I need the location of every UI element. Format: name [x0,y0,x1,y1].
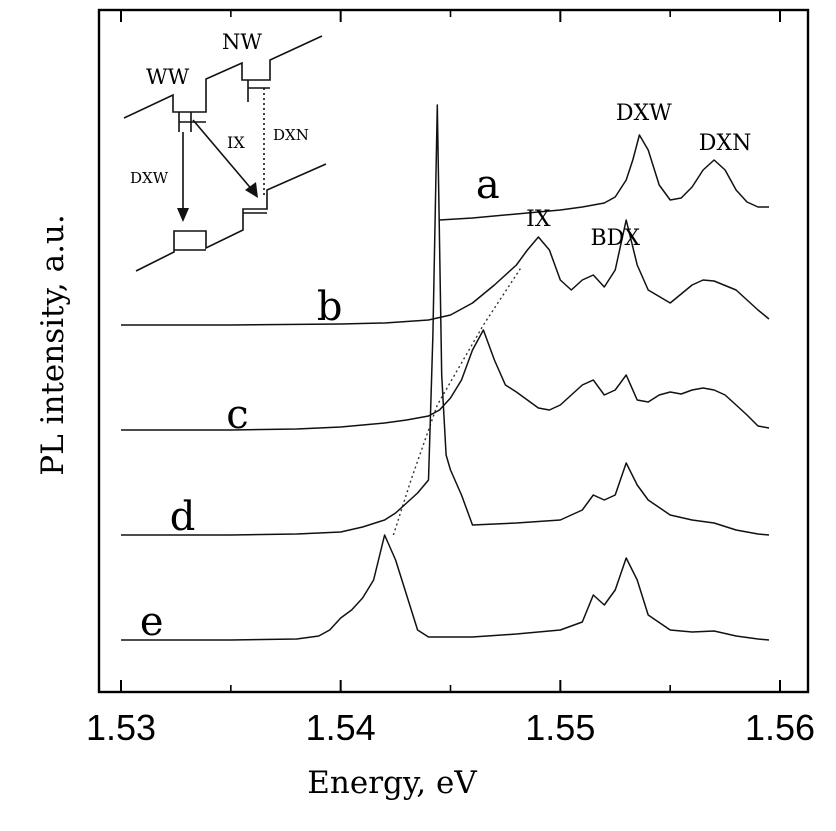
series-line-c [121,329,770,431]
ix-arrowhead [245,182,258,198]
series-line-d [121,104,770,536]
peak-label-dxn: DXN [699,131,752,156]
label-group: a b c d e DXW DXN IX BDX [140,101,751,645]
curve-label-a: a [476,162,500,208]
inset-label-dxw: DXW [130,169,169,187]
x-tick-label: 1.54 [306,707,376,748]
peak-label-ix: IX [526,207,551,232]
inset-label-ix: IX [227,133,245,152]
plot-frame: 1.53 1.54 1.55 1.56 [86,8,815,748]
series-line-e [121,534,770,641]
curve-label-c: c [226,392,248,438]
peak-label-dxw: DXW [616,101,672,126]
inset-label-ww: WW [146,65,190,89]
peak-label-bdx: BDX [591,226,641,251]
y-axis-label: PL intensity, a.u. [35,214,71,476]
inset-upper-band [123,35,323,119]
inset-lower-band [135,163,327,272]
curve-label-e: e [140,599,164,645]
series-line-b [121,219,770,326]
x-tick-label: 1.53 [86,707,156,748]
series-group [121,104,770,641]
curve-label-d: d [170,494,196,540]
ix-arrow [192,119,255,193]
x-tick-label: 1.55 [525,707,595,748]
trend-line-group [392,267,522,536]
inset-label-nw: NW [222,30,262,54]
inset-nw-levels [243,80,270,214]
inset-band-diagram: WW NW IX DXW DXN [123,30,327,272]
ix-trend-dotted-line [392,267,522,536]
x-axis-label: Energy, eV [307,765,477,801]
plot-area-border [97,8,810,694]
inset-ww-levels [174,112,206,251]
x-tick-label: 1.56 [745,707,815,748]
series-line-a [439,134,769,221]
dxw-arrowhead [177,208,189,222]
curve-label-b: b [317,284,343,330]
inset-label-dxn: DXN [273,126,309,144]
